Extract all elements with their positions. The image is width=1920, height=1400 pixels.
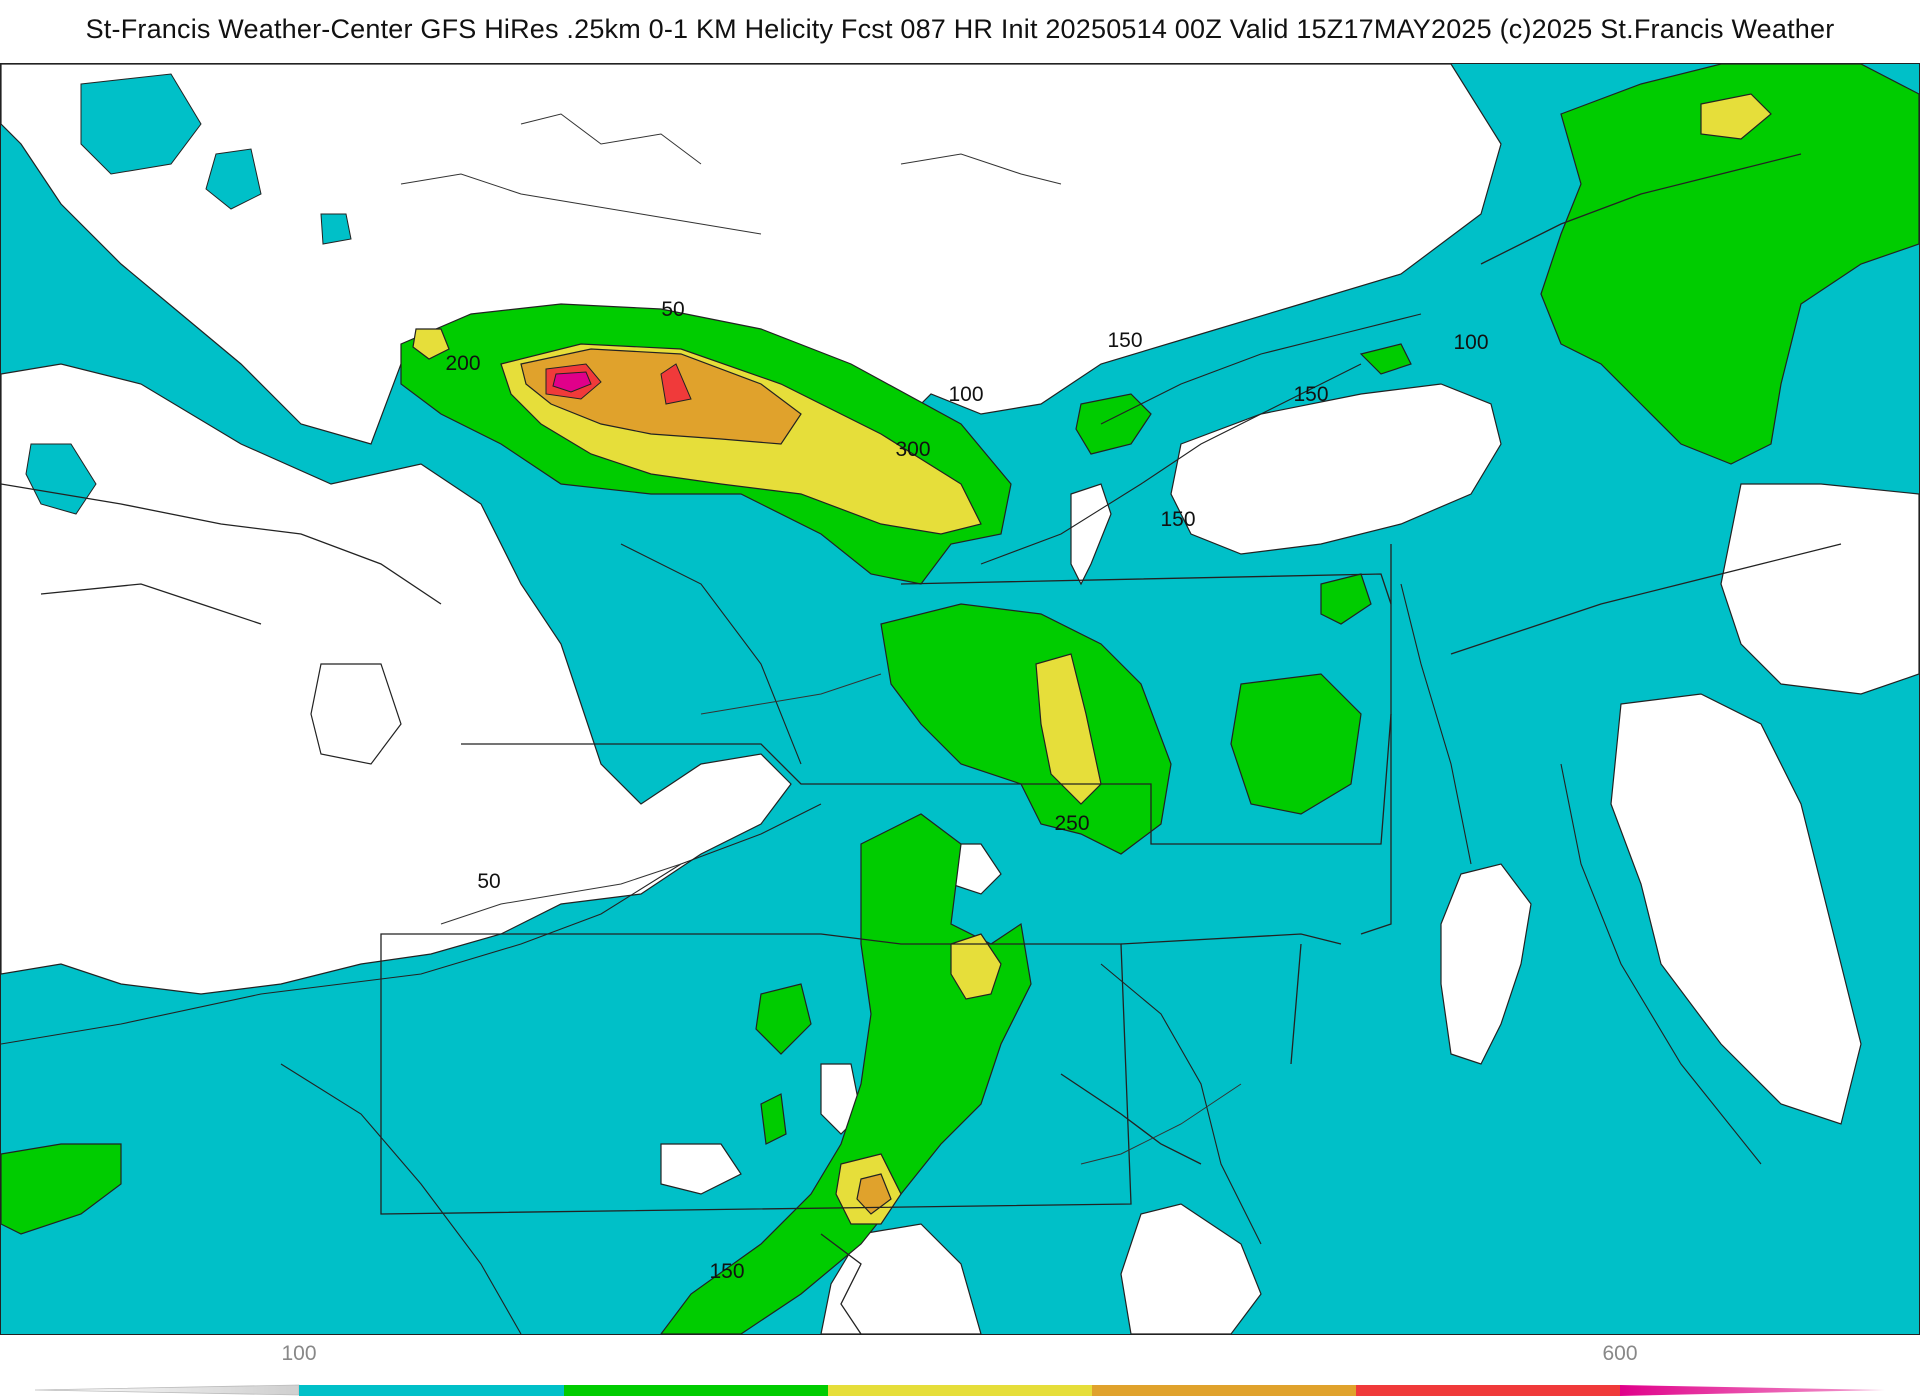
green-east-central [1230, 673, 1362, 815]
colorbar-tick-label: 100 [281, 1342, 317, 1365]
contour-label: 150 [1293, 383, 1328, 406]
colorbar-scale [34, 1384, 1885, 1396]
cyan-patches [25, 73, 352, 515]
helicity-map-canvas: 50 200 100 300 150 150 150 100 250 50 15… [1, 64, 1919, 1334]
contour-label: 300 [895, 438, 930, 461]
east-coast-white [1720, 483, 1919, 695]
colorbar-segment-red [1356, 1385, 1620, 1396]
green-northeast [1540, 64, 1919, 465]
low-helicity-regions [1, 64, 1919, 1334]
small-white-6 [310, 663, 402, 765]
contour-label: 150 [1160, 508, 1195, 531]
coastlines [400, 113, 1242, 1165]
green-west-patch [1, 1143, 122, 1235]
contour-label: 50 [661, 298, 684, 321]
political-borders [1, 153, 1842, 1334]
small-white-4 [660, 1143, 742, 1195]
colorbar-right-arrow [1620, 1385, 1885, 1396]
colorbar-left-arrow [34, 1384, 300, 1396]
contour-label: 150 [709, 1260, 744, 1283]
southeast-white [1120, 1203, 1262, 1334]
contour-label-group: 50 200 100 300 150 150 150 100 250 50 15… [445, 298, 1488, 1283]
colorbar-segment-orange [1092, 1385, 1356, 1396]
west-white-region [1, 363, 792, 995]
ocean-white-2 [1440, 863, 1532, 1065]
contour-label: 250 [1054, 812, 1089, 835]
helicity-map: 50 200 100 300 150 150 150 100 250 50 15… [0, 63, 1920, 1335]
extreme-helicity-core [545, 363, 692, 405]
colorbar-tick-label: 600 [1602, 1342, 1638, 1365]
contour-label: 100 [1453, 331, 1488, 354]
green-central [880, 603, 1172, 855]
colorbar-segment-green [564, 1385, 828, 1396]
colorbar-segment-yellow [828, 1385, 1092, 1396]
map-title: St-Francis Weather-Center GFS HiRes .25k… [85, 14, 1835, 44]
southwest-white [820, 1223, 982, 1334]
contour-label: 50 [477, 870, 500, 893]
east-lake-white [1170, 383, 1502, 555]
colorbar-segment-cyan [299, 1385, 564, 1396]
contour-label: 100 [948, 383, 983, 406]
contour-lines [1, 313, 1762, 1334]
contour-label: 200 [445, 352, 480, 375]
colorbar: 100 600 [0, 1340, 1920, 1400]
contour-label: 150 [1107, 329, 1142, 352]
ocean-white-1 [1610, 693, 1862, 1125]
